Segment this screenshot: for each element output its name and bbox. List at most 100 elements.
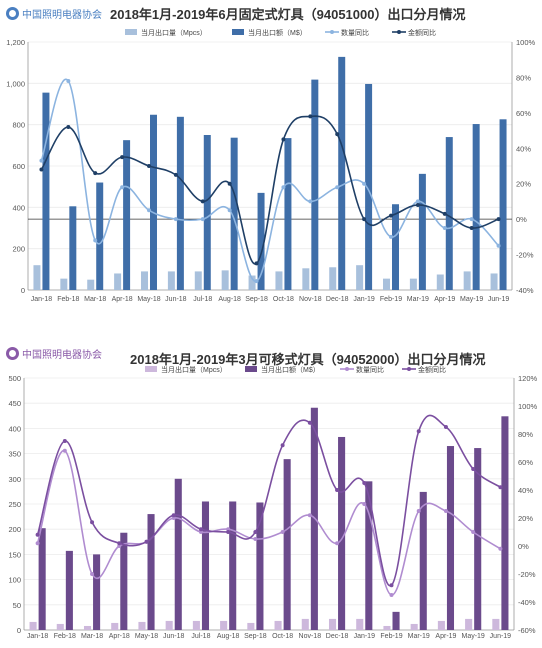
x-tick-label: Jul-18 <box>193 296 212 303</box>
left-tick-label: 50 <box>13 601 21 610</box>
qty-yoy-point <box>471 530 476 534</box>
right-tick-label: 20% <box>516 180 531 189</box>
logo-text: 中国照明电器协会 <box>22 350 102 361</box>
qty-yoy-point <box>307 513 312 518</box>
left-tick-label: 800 <box>12 121 25 130</box>
x-tick-label: Feb-19 <box>380 633 402 640</box>
qty-bar <box>465 618 473 630</box>
amount-bar <box>365 83 373 290</box>
qty-bar <box>463 271 471 290</box>
qty-yoy-point <box>35 541 40 546</box>
qty-yoy-point <box>90 572 95 576</box>
left-tick-label: 0 <box>17 626 21 635</box>
amount-bar <box>123 140 131 290</box>
association-logo: 中国照明电器协会 <box>6 6 102 21</box>
amount-bar <box>201 501 210 630</box>
amount-yoy-point <box>471 467 476 471</box>
x-tick-label: Apr-19 <box>434 296 455 303</box>
qty-bar <box>33 265 41 290</box>
legend-label: 当月出口额（M$） <box>261 365 320 374</box>
x-tick-label: Jun-18 <box>163 633 185 640</box>
left-tick-label: 300 <box>8 475 21 484</box>
qty-bar <box>165 620 173 630</box>
amount-yoy-point <box>226 530 231 534</box>
left-tick-label: 350 <box>8 450 21 459</box>
amount-yoy-point <box>442 211 447 216</box>
x-tick-label: Apr-19 <box>435 633 456 640</box>
amount-bar <box>120 532 128 630</box>
qty-bar <box>275 271 283 290</box>
qty-bar <box>138 621 146 630</box>
qty-bar <box>248 275 256 290</box>
amount-yoy-point <box>35 532 40 537</box>
qty-bar <box>87 279 95 290</box>
qty-yoy-point <box>362 181 367 186</box>
amount-yoy-point <box>171 513 176 518</box>
qty-bar <box>192 620 200 630</box>
amount-bar <box>474 448 482 630</box>
right-tick-label: 80% <box>518 430 533 439</box>
right-tick-label: -40% <box>518 598 536 607</box>
qty-yoy-point <box>498 546 503 551</box>
x-tick-label: Jan-18 <box>27 633 49 640</box>
x-tick-label: Mar-19 <box>408 633 430 640</box>
amount-bar <box>365 481 373 630</box>
amount-bar <box>284 138 292 290</box>
right-tick-label: 0% <box>518 542 529 551</box>
chart-title: 2018年1月-2019年6月固定式灯具（94051000）出口分月情况 <box>110 7 466 22</box>
x-tick-label: Feb-19 <box>380 296 402 303</box>
x-tick-label: Jan-19 <box>353 296 375 303</box>
amount-yoy-point <box>253 530 258 534</box>
qty-yoy-point <box>93 238 98 243</box>
qty-bar <box>436 274 444 290</box>
right-tick-label: -20% <box>516 251 534 260</box>
qty-yoy-point <box>280 530 285 534</box>
amount-yoy-point <box>335 488 340 492</box>
qty-bar <box>221 270 229 290</box>
qty-bar <box>437 620 445 630</box>
qty-yoy-point <box>335 541 340 546</box>
amount-bar <box>283 459 291 630</box>
qty-yoy-point <box>496 243 501 248</box>
qty-bar <box>274 620 282 630</box>
amount-yoy-point <box>307 420 312 425</box>
amount-bar <box>501 416 509 630</box>
x-tick-label: Sep-18 <box>245 296 268 303</box>
amount-bar <box>257 192 265 290</box>
chart-canvas: 0 50 100 150 200 250 300 350 400 450 500 -60% -40% -2… <box>8 365 538 640</box>
qty-yoy-point <box>171 516 176 520</box>
qty-yoy-point <box>442 226 447 230</box>
amount-yoy-point <box>416 429 421 434</box>
amount-yoy-point <box>227 181 232 186</box>
right-tick-label: 120% <box>518 374 538 383</box>
amount-yoy-line <box>36 414 501 587</box>
qty-bar <box>409 278 417 290</box>
qty-bar <box>220 620 228 630</box>
legend-label: 当月出口量（Mpcs） <box>141 28 207 37</box>
amount-yoy-point <box>120 155 125 160</box>
amount-bar <box>93 554 101 630</box>
amount-yoy-point <box>198 527 203 532</box>
left-tick-label: 200 <box>12 245 25 254</box>
amount-yoy-point <box>280 443 285 448</box>
qty-yoy-point <box>62 448 67 453</box>
right-tick-label: 100% <box>516 38 536 47</box>
qty-bar <box>111 622 119 630</box>
legend-label: 数量同比 <box>356 365 384 374</box>
x-tick-label: Jan-19 <box>354 633 376 640</box>
amount-yoy-point <box>144 539 149 544</box>
left-tick-label: 450 <box>8 399 21 408</box>
amount-bar <box>419 491 427 630</box>
qty-bar <box>490 273 498 290</box>
logo-emblem-icon <box>6 7 19 20</box>
right-tick-label: 40% <box>516 144 531 153</box>
chart-title: 2018年1月-2019年3月可移式灯具（94052000）出口分月情况 <box>130 352 486 367</box>
qty-yoy-point <box>198 530 203 534</box>
right-tick-label: -20% <box>518 570 536 579</box>
qty-yoy-point <box>254 279 259 284</box>
amount-bar <box>445 137 453 290</box>
x-tick-label: Nov-18 <box>299 296 322 303</box>
amount-bar <box>150 114 157 290</box>
amount-yoy-point <box>200 199 205 204</box>
left-tick-label: 400 <box>12 203 25 212</box>
